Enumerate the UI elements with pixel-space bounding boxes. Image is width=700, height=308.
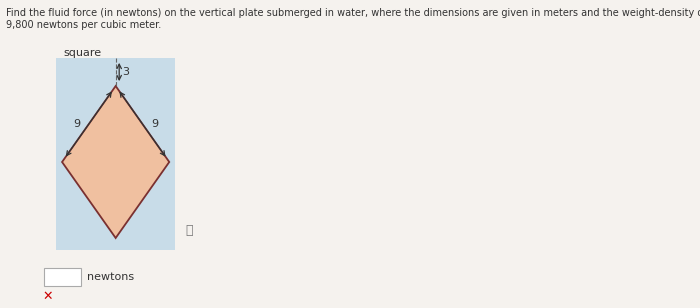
Text: Find the fluid force (in newtons) on the vertical plate submerged in water, wher: Find the fluid force (in newtons) on the… <box>6 8 700 18</box>
Text: ✕: ✕ <box>42 290 52 302</box>
Text: 9: 9 <box>151 119 158 129</box>
Text: newtons: newtons <box>87 272 134 282</box>
Text: 3: 3 <box>122 67 129 77</box>
Bar <box>57 58 175 250</box>
Bar <box>44 268 81 286</box>
Text: 9: 9 <box>74 119 80 129</box>
Text: ⓘ: ⓘ <box>186 224 192 237</box>
Polygon shape <box>62 86 169 238</box>
Text: square: square <box>64 48 102 58</box>
Text: 9,800 newtons per cubic meter.: 9,800 newtons per cubic meter. <box>6 20 161 30</box>
